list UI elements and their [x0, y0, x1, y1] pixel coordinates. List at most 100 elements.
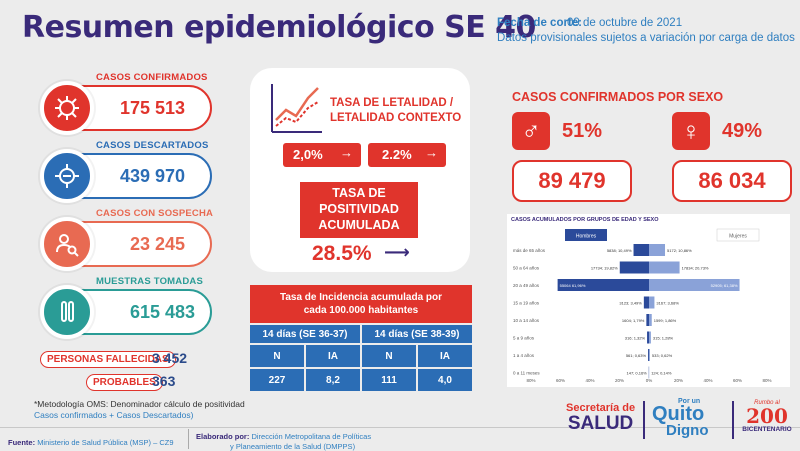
category-label: más de 65 años [513, 248, 546, 253]
positivity-title-line3: ACUMULADA [318, 218, 400, 232]
bar-women [649, 331, 651, 344]
footnote-line2: Casos confirmados + Casos Descartados) [34, 410, 194, 420]
legend-label-women: Mujeres [729, 234, 747, 240]
kpi-confirmed-label: CASOS CONFIRMADOS [96, 72, 208, 83]
footnote-line1: *Metodología OMS: Denominador cálculo de… [34, 399, 245, 409]
incidence-col-ia2: IA [418, 345, 472, 367]
male-percent: 51% [562, 120, 603, 142]
bar-women [649, 296, 655, 309]
footer-source: Fuente: Ministerio de Salud Pública (MSP… [8, 438, 174, 448]
probables-label: PROBABLES [86, 374, 163, 391]
search-person-icon [40, 217, 94, 271]
virus-minus-icon [40, 149, 94, 203]
pyramid-svg: Hombres Mujeres más de 65 años 5838; 10,49%… [513, 228, 772, 383]
incidence-title: Tasa de Incidencia acumulada por cada 10… [250, 285, 472, 323]
bar-men [633, 244, 649, 256]
data-label-men: 3123; 3,49% [619, 301, 642, 306]
male-count: 89 479 [512, 160, 632, 202]
legend-swatch-men [565, 229, 607, 241]
kpi-suspected-label: CASOS CON SOSPECHA [96, 208, 214, 219]
incidence-value-n1: 227 [250, 369, 304, 391]
data-label-women: 533; 0,62% [652, 353, 673, 358]
data-label-women: 315; 1,28% [653, 336, 674, 341]
data-label-women: 52905; 61,38% [711, 283, 738, 288]
lethality-rate-box: 2,0% → [283, 143, 361, 167]
incidence-value-ia2: 4,0 [418, 369, 472, 391]
incidence-title-line1: Tasa de Incidencia acumulada por [279, 292, 443, 303]
category-label: 20 a 49 años [513, 283, 540, 288]
logo3-number: 200 [746, 404, 788, 428]
logo-divider [732, 401, 734, 439]
footer-separator [188, 429, 189, 449]
x-tick-label: 20% [674, 378, 683, 383]
logo3-bottom: BICENTENARIO [742, 426, 792, 433]
footer-prepared-line2: y Planeamiento de la Salud (DMPPS) [230, 442, 356, 451]
logo2-top: Por un [678, 398, 701, 405]
incidence-period-2: 14 días (SE 38-39) [362, 325, 472, 343]
legend-label-men: Hombres [576, 234, 597, 240]
chart-trend-icon [268, 80, 324, 141]
lethality-context-box: 2.2% → [368, 143, 446, 167]
page-title: Resumen epidemiológico SE 40 [22, 10, 536, 45]
category-label: 0 a 11 meses [513, 371, 540, 376]
bar-men [557, 279, 649, 291]
bar-women [649, 314, 652, 326]
data-label-men: 5838; 10,49% [607, 248, 632, 253]
kpi-discarded-value: 439 970 [120, 165, 186, 186]
footer-source-text: Ministerio de Salud Pública (MSP) – CZ9 [37, 438, 174, 447]
data-label-women: 3167; 3,68% [656, 301, 679, 306]
x-tick-label: 0% [646, 378, 653, 383]
logo1-top: Secretaría de [566, 402, 636, 414]
data-label-men: 1604; 1,79% [622, 318, 645, 323]
footnote: *Metodología OMS: Denominador cálculo de… [34, 399, 254, 421]
female-count: 86 034 [672, 160, 792, 202]
category-label: 50 a 64 años [513, 266, 540, 271]
incidence-title-line2: cada 100.000 habitantes [303, 305, 419, 316]
incidence-value-ia1: 8,2 [306, 369, 360, 391]
logo2-mid: Quito [652, 403, 705, 425]
probables-value: 363 [152, 373, 176, 389]
bar-men [643, 296, 649, 309]
x-tick-label: 80% [526, 378, 535, 383]
category-label: 10 a 14 años [513, 318, 540, 323]
deaths-value: 3 452 [152, 350, 188, 366]
logo1-bottom: SALUD [567, 413, 634, 434]
lethality-panel [250, 68, 470, 272]
bar-men [646, 314, 649, 326]
arrow-right-icon: → [425, 145, 438, 160]
data-label-women: 124; 0,14% [651, 371, 672, 376]
bar-women [649, 261, 680, 274]
data-label-men: 55064 61,96% [560, 283, 586, 288]
data-label-men: 316; 1,32% [625, 336, 646, 341]
lethality-rate: 2,0% [293, 147, 323, 162]
lethality-context-rate: 2.2% [382, 147, 412, 162]
cutoff-date: 09 de octubre de 2021 [567, 17, 683, 29]
bar-women [649, 279, 740, 291]
x-tick-label: 60% [733, 378, 742, 383]
category-label: 15 a 19 años [513, 301, 540, 306]
x-tick-label: 80% [762, 378, 771, 383]
pyramid-title: CASOS ACUMULADOS POR GRUPOS DE EDAD Y SE… [511, 217, 659, 223]
arrow-right-icon: → [340, 145, 353, 160]
data-label-men: 561; 0,63% [626, 353, 647, 358]
deaths-label: PERSONAS FALLECIDAS [40, 351, 176, 368]
incidence-col-n1: N [250, 345, 304, 367]
positivity-title-box: TASA DE POSITIVIDAD ACUMULADA [300, 182, 418, 238]
legend-swatch-women [716, 228, 760, 242]
data-label-women: 5172; 10,86% [667, 248, 692, 253]
data-label-women: 17834; 20,73% [682, 266, 709, 271]
x-tick-label: 40% [703, 378, 712, 383]
female-percent: 49% [722, 120, 763, 142]
bar-men [648, 349, 649, 361]
age-sex-pyramid-chart: CASOS ACUMULADOS POR GRUPOS DE EDAD Y SE… [507, 214, 790, 387]
data-label-women: 1599; 1,86% [654, 318, 677, 323]
lethality-title: TASA DE LETALIDAD / LETALIDAD CONTEXTO [330, 96, 461, 126]
data-note: Datos provisionales sujetos a variación … [497, 32, 795, 44]
incidence-period-1: 14 días (SE 36-37) [250, 325, 360, 343]
footer-source-label: Fuente: [8, 438, 36, 447]
sex-section-title: CASOS CONFIRMADOS POR SEXO [512, 90, 724, 104]
data-label-men: 147; 0,16% [627, 371, 648, 376]
quito-digno-logo: Por un Quito Digno [652, 398, 709, 439]
bar-men [647, 331, 649, 344]
arrow-right-icon: ⟶ [384, 242, 410, 262]
